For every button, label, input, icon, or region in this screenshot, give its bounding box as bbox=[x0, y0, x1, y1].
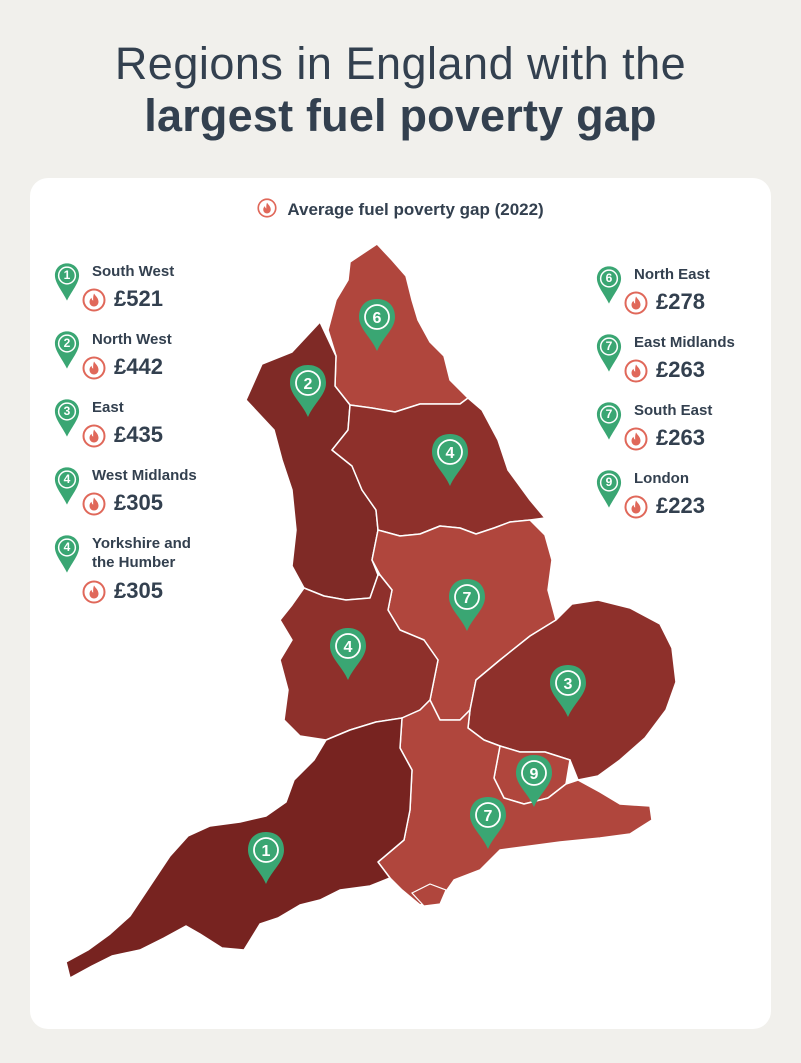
region-value: £521 bbox=[114, 286, 163, 311]
region-name: North West bbox=[92, 331, 172, 348]
rank-number: 7 bbox=[605, 339, 613, 353]
flame-icon bbox=[624, 359, 648, 383]
rank-number: 6 bbox=[605, 271, 613, 285]
map-pin-icon bbox=[516, 755, 552, 807]
region-name-line-2: the Humber bbox=[92, 554, 176, 571]
region-name-line-1: Yorkshire and bbox=[92, 535, 191, 552]
region-value: £278 bbox=[656, 289, 705, 314]
map-pin-ring bbox=[454, 584, 480, 610]
map-pin-rank: 2 bbox=[304, 376, 313, 393]
map-pin-ring bbox=[295, 370, 321, 396]
rank-number: 4 bbox=[63, 472, 71, 486]
map-pin-icon bbox=[330, 628, 366, 680]
region-name: North East bbox=[634, 266, 710, 283]
map-pin-ring bbox=[364, 304, 390, 330]
map-pin-icon bbox=[432, 434, 468, 486]
rank-number: 9 bbox=[605, 475, 613, 489]
map-pin-north-west[interactable]: 2 bbox=[290, 365, 326, 417]
map-pin-icon bbox=[470, 797, 506, 849]
title-line-1: Regions in England with the bbox=[114, 38, 687, 89]
region-north-east[interactable] bbox=[327, 243, 469, 413]
region-south-west[interactable] bbox=[65, 717, 413, 979]
region-name: West Midlands bbox=[92, 467, 197, 484]
map-pin-rank: 3 bbox=[564, 676, 573, 693]
legend: Average fuel poverty gap (2022) bbox=[30, 198, 771, 220]
region-value: £223 bbox=[656, 493, 705, 518]
flame-icon bbox=[624, 427, 648, 451]
map-pin-yorkshire-and-the-humber[interactable]: 4 bbox=[432, 434, 468, 486]
rank-number: 1 bbox=[63, 268, 71, 282]
map-pin-rank: 6 bbox=[373, 310, 382, 327]
flame-icon bbox=[82, 356, 106, 380]
map-pin-rank: 4 bbox=[344, 639, 353, 656]
map-pin-ring bbox=[475, 802, 501, 828]
map-pin-east[interactable]: 3 bbox=[550, 665, 586, 717]
map-pin-east-midlands[interactable]: 7 bbox=[449, 579, 485, 631]
map-pin-rank: 1 bbox=[262, 843, 271, 860]
region-name: East Midlands bbox=[634, 334, 735, 351]
flame-icon bbox=[624, 495, 648, 519]
map-pin-rank: 7 bbox=[463, 590, 472, 607]
map-pin-icon bbox=[248, 832, 284, 884]
map-pin-west-midlands[interactable]: 4 bbox=[330, 628, 366, 680]
map-pin-icon bbox=[290, 365, 326, 417]
region-name: South East bbox=[634, 402, 713, 419]
map-pin-south-west[interactable]: 1 bbox=[248, 832, 284, 884]
legend-label: Average fuel poverty gap (2022) bbox=[287, 200, 544, 219]
region-name: London bbox=[634, 470, 689, 487]
map-pin-rank: 7 bbox=[484, 808, 493, 825]
flame-icon bbox=[82, 288, 106, 312]
rank-number: 7 bbox=[605, 407, 613, 421]
map-pin-rank: 4 bbox=[446, 445, 455, 462]
region-value: £263 bbox=[656, 357, 705, 382]
map-pin-icon bbox=[550, 665, 586, 717]
region-value: £305 bbox=[114, 578, 163, 603]
map-pin-rank: 9 bbox=[530, 766, 539, 783]
region-value: £435 bbox=[114, 422, 163, 447]
map-pin-ring bbox=[437, 439, 463, 465]
map-pin-ring bbox=[253, 837, 279, 863]
map-pin-london[interactable]: 9 bbox=[516, 755, 552, 807]
flame-icon bbox=[82, 424, 106, 448]
region-value: £305 bbox=[114, 490, 163, 515]
map-pin-ring bbox=[335, 633, 361, 659]
region-name: South West bbox=[92, 263, 175, 280]
map-pin-icon bbox=[359, 299, 395, 351]
isle-of-wight bbox=[411, 883, 447, 907]
map-pin-icon bbox=[449, 579, 485, 631]
map-pin-ring bbox=[521, 760, 547, 786]
flame-icon bbox=[82, 492, 106, 516]
map-pin-south-east[interactable]: 7 bbox=[470, 797, 506, 849]
map-pin-ring bbox=[555, 670, 581, 696]
flame-icon bbox=[82, 580, 106, 604]
rank-number: 2 bbox=[63, 336, 71, 350]
flame-icon bbox=[624, 291, 648, 315]
map-pin-north-east[interactable]: 6 bbox=[359, 299, 395, 351]
region-value: £442 bbox=[114, 354, 163, 379]
title-line-2: largest fuel poverty gap bbox=[144, 90, 657, 141]
rank-number: 3 bbox=[63, 404, 71, 418]
region-name: East bbox=[92, 399, 124, 416]
page-title: Regions in England with the largest fuel… bbox=[0, 38, 801, 142]
rank-number: 4 bbox=[63, 540, 71, 554]
region-value: £263 bbox=[656, 425, 705, 450]
